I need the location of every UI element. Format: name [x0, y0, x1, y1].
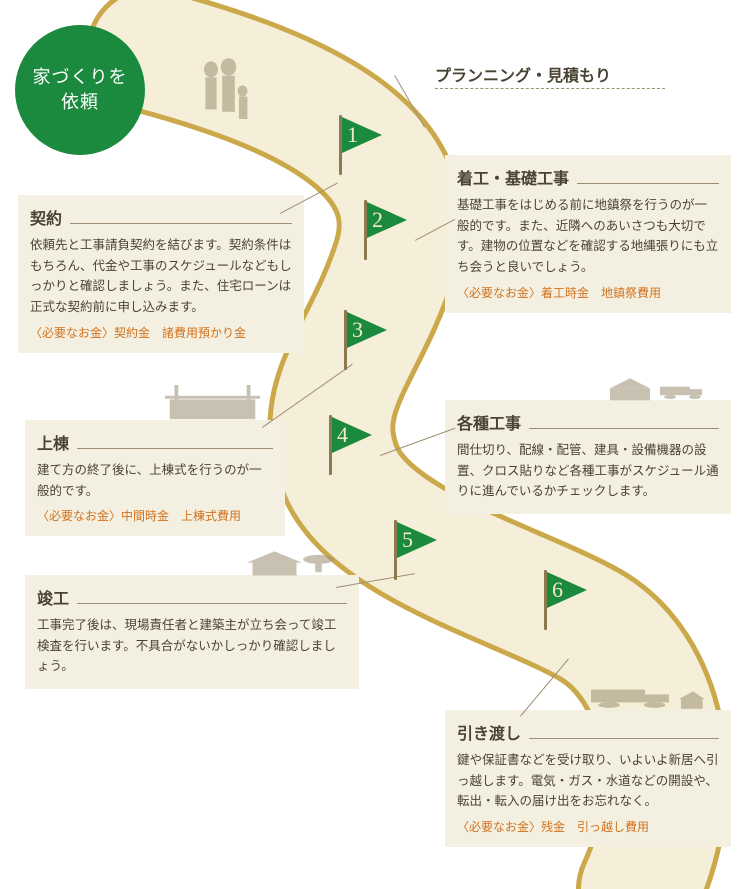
request-badge: 家づくりを依頼: [15, 25, 145, 155]
step-foundation: 着工・基礎工事 基礎工事をはじめる前に地鎮祭を行うのが一般的です。また、近隣への…: [445, 155, 731, 313]
step-completion-title: 竣工: [37, 585, 69, 609]
house-trees-icon: [225, 545, 335, 577]
step-foundation-money: 〈必要なお金〉着工時金 地鎮祭費用: [457, 284, 719, 301]
step-foundation-title: 着工・基礎工事: [457, 165, 569, 189]
step-planning-title-text: プランニング・見積もり: [435, 68, 611, 85]
step-contract-body: 依頼先と工事請負契約を結びます。契約条件はもちろん、代金や工事のスケジュールなど…: [30, 235, 292, 318]
flag-2: 2: [360, 200, 416, 260]
house-scaffold-icon: [165, 385, 260, 421]
title-rule: [70, 223, 292, 224]
title-rule: [577, 183, 719, 184]
step-contract-title: 契約: [30, 205, 62, 229]
step-completion-body: 工事完了後は、現場責任者と建築主が立ち会って竣工検査を行います。不具合がないかし…: [37, 615, 347, 677]
step-framing-money: 〈必要なお金〉中間時金 上棟式費用: [37, 507, 273, 524]
step-framing-body: 建て方の終了後に、上棟式を行うのが一般的です。: [37, 460, 273, 501]
step-foundation-body: 基礎工事をはじめる前に地鎮祭を行うのが一般的です。また、近隣へのあいさつも大切で…: [457, 195, 719, 278]
flag-4: 4: [325, 415, 381, 475]
step-works-body: 間仕切り、配線・配管、建具・設備機器の設置、クロス貼りなど各種工事がスケジュール…: [457, 440, 719, 502]
step-handover-body: 鍵や保証書などを受け取り、いよいよ新居へ引っ越します。電気・ガス・水道などの開設…: [457, 750, 719, 812]
title-rule: [529, 428, 719, 429]
step-framing: 上棟 建て方の終了後に、上棟式を行うのが一般的です。 〈必要なお金〉中間時金 上…: [25, 420, 285, 536]
moving-truck-icon: [585, 680, 705, 712]
family-icon: [190, 55, 260, 135]
step-handover-title: 引き渡し: [457, 720, 521, 744]
flag-5: 5: [390, 520, 446, 580]
request-badge-text: 家づくりを依頼: [33, 65, 128, 115]
title-rule: [77, 448, 273, 449]
title-rule: [529, 738, 719, 739]
step-works: 各種工事 間仕切り、配線・配管、建具・設備機器の設置、クロス貼りなど各種工事がス…: [445, 400, 731, 514]
title-rule: [77, 603, 347, 604]
step-completion: 竣工 工事完了後は、現場責任者と建築主が立ち会って竣工検査を行います。不具合がな…: [25, 575, 359, 689]
house-truck-icon: [605, 368, 705, 402]
step-handover: 引き渡し 鍵や保証書などを受け取り、いよいよ新居へ引っ越します。電気・ガス・水道…: [445, 710, 731, 847]
step-contract-money: 〈必要なお金〉契約金 諸費用預かり金: [30, 324, 292, 341]
flag-6: 6: [540, 570, 596, 630]
flag-3: 3: [340, 310, 396, 370]
step-planning-title: プランニング・見積もり: [435, 62, 665, 89]
step-contract: 契約 依頼先と工事請負契約を結びます。契約条件はもちろん、代金や工事のスケジュー…: [18, 195, 304, 353]
flag-1: 1: [335, 115, 391, 175]
step-framing-title: 上棟: [37, 430, 69, 454]
step-works-title: 各種工事: [457, 410, 521, 434]
step-handover-money: 〈必要なお金〉残金 引っ越し費用: [457, 818, 719, 835]
